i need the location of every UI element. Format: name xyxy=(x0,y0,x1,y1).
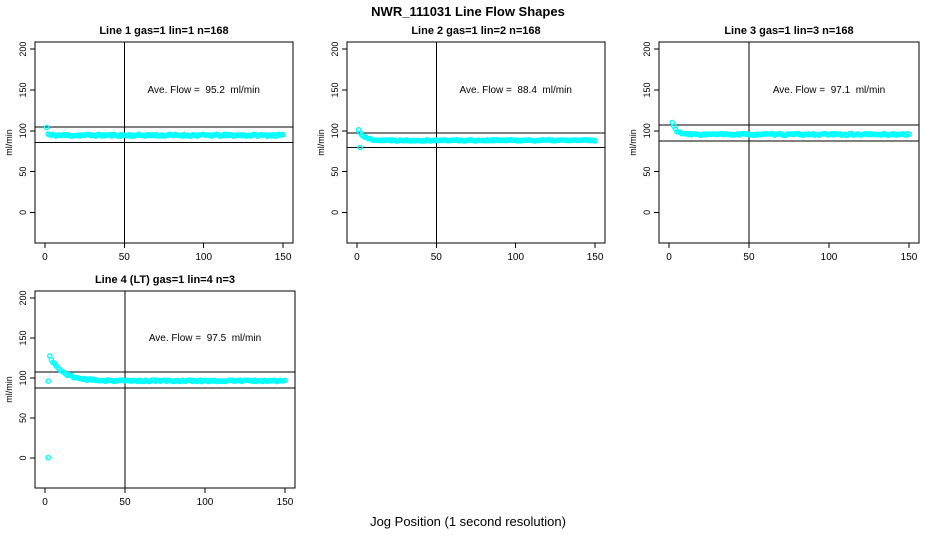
data-point xyxy=(906,131,912,138)
x-tick-label: 100 xyxy=(821,252,838,263)
data-point xyxy=(282,377,288,384)
x-tick-label: 150 xyxy=(587,252,604,263)
y-tick-label: 0 xyxy=(18,455,28,460)
x-tick-label: 100 xyxy=(197,497,214,508)
panel-line-2: 0 50 100 150 200 0 50 100 150 ml/min Line 2 gas=1 … xyxy=(316,25,606,263)
panel-title: Line 4 (LT) gas=1 lin=4 n=3 xyxy=(95,274,235,286)
x-tick-label: 0 xyxy=(42,497,48,508)
x-tick-label: 150 xyxy=(901,252,918,263)
y-tick-label: 200 xyxy=(18,290,28,305)
data-point xyxy=(43,124,50,131)
y-tick-label: 100 xyxy=(642,123,652,138)
x-tick-label: 50 xyxy=(119,497,131,508)
x-tick-label: 50 xyxy=(119,252,131,263)
y-tick-label: 50 xyxy=(18,167,28,177)
ave-flow-annotation: Ave. Flow = 95.2 ml/min xyxy=(148,85,260,96)
panel-line-1: 0 50 100 150 200 0 50 100 150 ml/min Line 1 gas=1 … xyxy=(4,25,294,263)
panel-title: Line 2 gas=1 lin=2 n=168 xyxy=(411,25,540,37)
y-tick-label: 100 xyxy=(330,123,340,138)
figure-title: NWR_111031 Line Flow Shapes xyxy=(371,4,565,19)
data-point xyxy=(280,131,286,138)
data-point xyxy=(592,138,598,144)
y-tick-label: 200 xyxy=(330,42,340,57)
panel-title: Line 3 gas=1 lin=3 n=168 xyxy=(724,25,853,37)
panel-line-4: 0 50 100 150 200 0 50 100 150 ml/min Line 4 (LT) g… xyxy=(4,274,296,508)
plot-box xyxy=(658,41,920,244)
outlier-point xyxy=(357,144,363,151)
plot-box xyxy=(34,290,296,489)
y-tick-label: 0 xyxy=(18,210,28,215)
x-tick-label: 50 xyxy=(743,252,755,263)
x-tick-label: 150 xyxy=(277,497,294,508)
y-tick-label: 200 xyxy=(642,42,652,57)
y-tick-label: 100 xyxy=(18,123,28,138)
ave-flow-annotation: Ave. Flow = 88.4 ml/min xyxy=(460,85,572,96)
y-tick-label: 150 xyxy=(330,82,340,97)
x-axis-caption: Jog Position (1 second resolution) xyxy=(370,514,566,529)
panel-line-3: 0 50 100 150 200 0 50 100 150 ml/min Line 3 gas=1 … xyxy=(628,25,920,263)
ave-flow-annotation: Ave. Flow = 97.5 ml/min xyxy=(149,333,261,344)
y-tick-label: 150 xyxy=(18,330,28,345)
outlier-point xyxy=(45,378,52,385)
x-tick-label: 100 xyxy=(195,252,212,263)
y-tick-label: 50 xyxy=(18,413,28,423)
y-axis-label: ml/min xyxy=(628,129,638,156)
y-tick-label: 150 xyxy=(18,82,28,97)
y-tick-label: 50 xyxy=(330,167,340,177)
y-tick-label: 0 xyxy=(642,210,652,215)
outlier-point xyxy=(45,454,52,461)
y-tick-label: 100 xyxy=(18,370,28,385)
ave-flow-annotation: Ave. Flow = 97.1 ml/min xyxy=(773,85,885,96)
y-tick-label: 200 xyxy=(18,42,28,57)
plot-box xyxy=(346,41,606,244)
y-tick-label: 150 xyxy=(642,82,652,97)
x-tick-label: 0 xyxy=(354,252,360,263)
y-tick-label: 50 xyxy=(642,167,652,177)
x-tick-label: 0 xyxy=(666,252,672,263)
x-tick-label: 100 xyxy=(507,252,524,263)
x-tick-label: 0 xyxy=(42,252,48,263)
x-tick-label: 150 xyxy=(275,252,292,263)
panel-title: Line 1 gas=1 lin=1 n=168 xyxy=(99,25,228,37)
y-tick-label: 0 xyxy=(330,210,340,215)
y-axis-label: ml/min xyxy=(316,129,326,156)
y-axis-label: ml/min xyxy=(4,129,14,156)
x-tick-label: 50 xyxy=(431,252,443,263)
y-axis-label: ml/min xyxy=(4,376,14,403)
